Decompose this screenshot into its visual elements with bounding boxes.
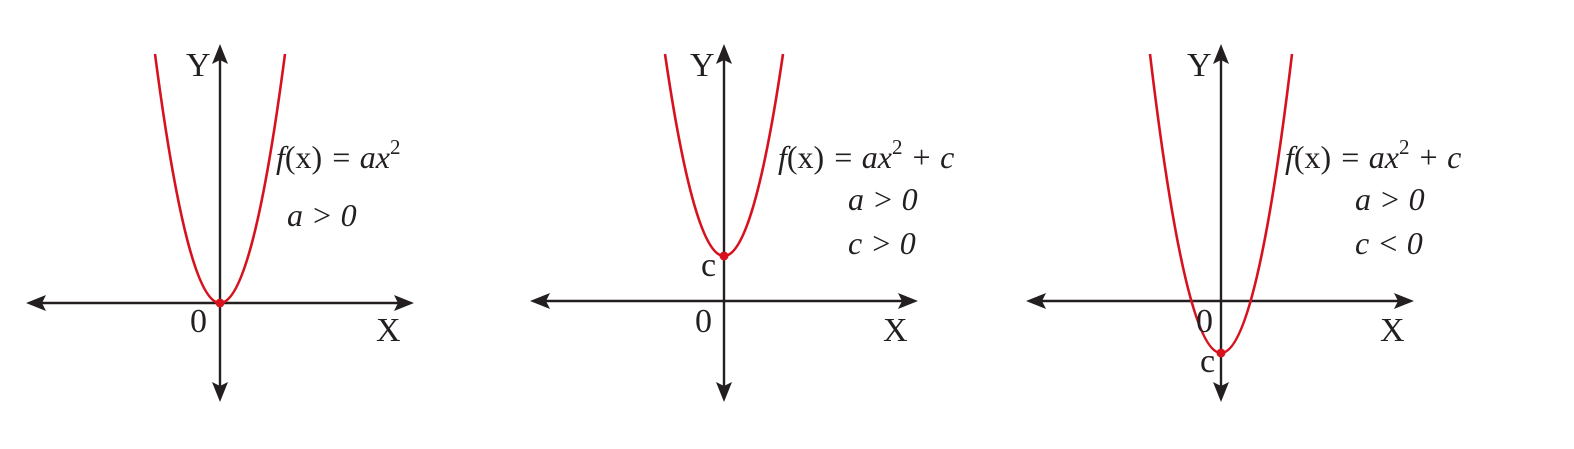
panel-1-y-arrow-down <box>212 382 228 402</box>
panel-1-vertex-dot <box>215 298 225 308</box>
panel-2-y-label: Y <box>690 47 715 84</box>
panel-2-vertex-dot <box>719 251 729 261</box>
panel-3-condition-c: c < 0 <box>1355 225 1423 261</box>
panel-2-condition-a: a > 0 <box>848 181 918 217</box>
panel-1-x-label: X <box>376 312 401 349</box>
panel-3-x-arrow-left <box>1026 293 1046 309</box>
panel-3-condition-a: a > 0 <box>1355 181 1425 217</box>
panel-2-formula: f(x) = ax2 + c <box>778 135 954 175</box>
panel-2-y-arrow-up <box>716 44 732 64</box>
panel-1-y-label: Y <box>186 47 211 84</box>
panel-1-y-arrow-up <box>212 44 228 64</box>
panel-3-x-label: X <box>1380 312 1405 349</box>
panel-2-condition-c: c > 0 <box>848 225 916 261</box>
panel-2-axes <box>530 44 918 402</box>
panel-2-x-arrow-left <box>530 293 550 309</box>
panel-3-y-arrow-up <box>1213 44 1229 64</box>
panel-1-origin-label: 0 <box>190 303 207 340</box>
panel-3: Y X 0 c f(x) = ax2 + c a > 0 c < 0 <box>1026 44 1461 402</box>
panel-3-vertex-dot <box>1216 348 1226 358</box>
panel-3-y-label: Y <box>1187 47 1212 84</box>
panel-2: Y X 0 c f(x) = ax2 + c a > 0 c > 0 <box>530 44 954 402</box>
panel-3-axes <box>1026 44 1414 402</box>
panel-1-formula: f(x) = ax2 <box>276 135 401 175</box>
panel-1-x-arrow-left <box>26 295 46 311</box>
panel-2-vertex-label: c <box>701 247 716 284</box>
panel-1-x-arrow-right <box>394 295 414 311</box>
panel-3-formula: f(x) = ax2 + c <box>1285 135 1461 175</box>
panel-3-origin-label: 0 <box>1196 303 1213 340</box>
panel-3-vertex-label: c <box>1200 343 1215 380</box>
panel-2-x-label: X <box>883 312 908 349</box>
panel-1: Y X 0 f(x) = ax2 a > 0 <box>26 44 414 402</box>
panel-2-y-arrow-down <box>716 382 732 402</box>
panel-2-origin-label: 0 <box>695 303 712 340</box>
panel-3-y-arrow-down <box>1213 382 1229 402</box>
panel-3-x-arrow-right <box>1394 293 1414 309</box>
panel-2-x-arrow-right <box>898 293 918 309</box>
panel-1-condition-a: a > 0 <box>287 197 357 233</box>
